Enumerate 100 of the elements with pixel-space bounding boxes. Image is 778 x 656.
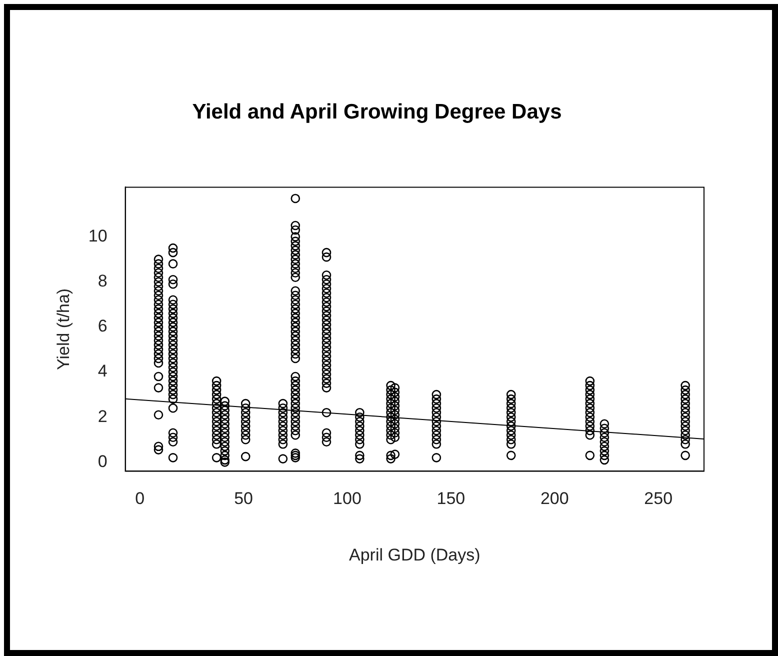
point	[168, 367, 178, 377]
x-tick-label: 200	[540, 489, 569, 508]
point	[220, 424, 230, 434]
point	[432, 421, 442, 431]
point	[240, 452, 250, 462]
point	[506, 450, 516, 460]
point	[290, 340, 300, 350]
point	[168, 376, 178, 386]
point	[322, 284, 332, 294]
point	[168, 279, 178, 289]
point	[322, 365, 332, 374]
point	[585, 385, 595, 395]
point	[290, 318, 300, 328]
point	[168, 295, 178, 305]
point	[212, 453, 222, 462]
point	[212, 440, 222, 449]
point	[168, 274, 178, 284]
point	[585, 380, 595, 390]
point	[168, 354, 178, 364]
point	[240, 398, 250, 408]
point	[290, 336, 300, 346]
point	[390, 401, 400, 410]
point	[680, 434, 690, 444]
point	[386, 421, 396, 431]
point	[680, 385, 690, 395]
point	[212, 408, 222, 418]
point	[290, 290, 300, 300]
y-tick-label: 10	[88, 226, 108, 246]
point	[168, 259, 178, 268]
point	[322, 428, 332, 438]
point	[240, 408, 250, 418]
point	[290, 354, 300, 364]
point	[390, 414, 400, 424]
point	[322, 298, 332, 307]
point	[168, 340, 178, 350]
point	[168, 331, 178, 341]
point	[240, 421, 250, 431]
point	[154, 254, 164, 264]
point	[220, 410, 230, 420]
point	[290, 322, 300, 332]
point	[278, 416, 288, 426]
point	[322, 347, 332, 356]
point	[240, 412, 250, 422]
point	[600, 419, 610, 429]
point	[355, 421, 364, 431]
point	[290, 450, 300, 460]
point	[386, 403, 396, 413]
point	[220, 419, 230, 429]
point	[212, 394, 222, 404]
point	[154, 295, 164, 305]
x-tick-label: 250	[644, 489, 673, 508]
point	[506, 394, 516, 404]
point	[168, 385, 178, 395]
point	[154, 442, 164, 452]
point	[322, 338, 332, 348]
point	[278, 398, 288, 408]
point	[322, 432, 332, 442]
point	[386, 385, 396, 395]
point	[355, 412, 364, 422]
point	[212, 403, 222, 413]
point	[290, 430, 300, 440]
point	[290, 344, 300, 354]
point	[680, 430, 690, 440]
point	[278, 430, 288, 440]
point	[386, 394, 396, 404]
point	[154, 300, 164, 310]
point	[600, 450, 610, 460]
y-axis-title: Yield (t/ha)	[54, 288, 73, 370]
point	[278, 434, 288, 444]
point	[386, 408, 396, 418]
x-tick-label: 150	[436, 489, 466, 508]
point	[290, 220, 300, 230]
point	[290, 295, 300, 305]
point	[168, 403, 178, 413]
point	[390, 424, 400, 434]
point	[390, 419, 400, 429]
point	[322, 288, 332, 298]
point	[290, 349, 300, 359]
point	[585, 390, 595, 400]
point	[386, 398, 396, 408]
point	[680, 408, 690, 418]
point	[680, 403, 690, 413]
point	[154, 259, 164, 268]
point	[168, 318, 178, 328]
point	[322, 342, 332, 352]
point	[322, 292, 332, 302]
point	[390, 392, 400, 402]
point	[432, 403, 442, 413]
point	[680, 440, 690, 449]
point	[168, 248, 178, 258]
point	[154, 383, 164, 392]
point	[432, 430, 442, 440]
point	[355, 430, 364, 440]
point	[278, 421, 288, 431]
point	[506, 408, 516, 418]
point	[290, 448, 300, 458]
point	[680, 390, 690, 400]
point	[154, 318, 164, 328]
point	[322, 252, 332, 262]
x-tick-label: 100	[333, 489, 362, 508]
